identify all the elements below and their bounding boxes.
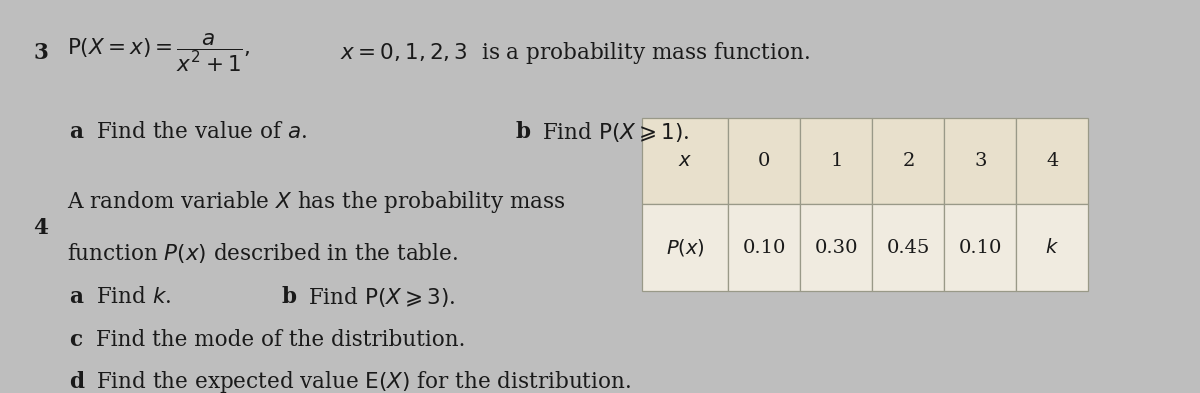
Text: a: a bbox=[70, 121, 84, 143]
Text: Find $k$.: Find $k$. bbox=[96, 286, 172, 308]
Text: 0.10: 0.10 bbox=[959, 239, 1002, 257]
Text: 4: 4 bbox=[34, 217, 48, 239]
Text: Find $\mathrm{P}(X \geqslant 1)$.: Find $\mathrm{P}(X \geqslant 1)$. bbox=[542, 119, 690, 144]
Text: 0: 0 bbox=[758, 152, 770, 170]
Text: a: a bbox=[70, 286, 84, 308]
FancyBboxPatch shape bbox=[1016, 204, 1088, 291]
FancyBboxPatch shape bbox=[728, 118, 800, 204]
Text: function $P(x)$ described in the table.: function $P(x)$ described in the table. bbox=[67, 241, 458, 266]
Text: Find $\mathrm{P}(X \geqslant 3)$.: Find $\mathrm{P}(X \geqslant 3)$. bbox=[308, 285, 456, 309]
Text: Find the value of $a$.: Find the value of $a$. bbox=[96, 121, 307, 143]
FancyBboxPatch shape bbox=[728, 204, 800, 291]
FancyBboxPatch shape bbox=[944, 118, 1016, 204]
FancyBboxPatch shape bbox=[1016, 118, 1088, 204]
Text: $x$: $x$ bbox=[678, 152, 692, 170]
Text: 1: 1 bbox=[830, 152, 842, 170]
FancyBboxPatch shape bbox=[800, 204, 872, 291]
FancyBboxPatch shape bbox=[642, 118, 728, 204]
Text: $x = 0, 1, 2, 3$  is a probability mass function.: $x = 0, 1, 2, 3$ is a probability mass f… bbox=[340, 40, 810, 66]
FancyBboxPatch shape bbox=[944, 204, 1016, 291]
Text: 0.45: 0.45 bbox=[887, 239, 930, 257]
Text: d: d bbox=[70, 371, 84, 393]
Text: 2: 2 bbox=[902, 152, 914, 170]
Text: Find the expected value $\mathrm{E}(X)$ for the distribution.: Find the expected value $\mathrm{E}(X)$ … bbox=[96, 369, 631, 393]
FancyBboxPatch shape bbox=[872, 204, 944, 291]
Text: $k$: $k$ bbox=[1045, 238, 1060, 257]
Text: 3: 3 bbox=[974, 152, 986, 170]
FancyBboxPatch shape bbox=[800, 118, 872, 204]
Text: b: b bbox=[282, 286, 298, 308]
FancyBboxPatch shape bbox=[642, 204, 728, 291]
Text: $\mathrm{P}(X = x) = \dfrac{a}{x^2+1},$: $\mathrm{P}(X = x) = \dfrac{a}{x^2+1},$ bbox=[67, 32, 251, 74]
Text: b: b bbox=[516, 121, 530, 143]
FancyBboxPatch shape bbox=[872, 118, 944, 204]
Text: 0.30: 0.30 bbox=[815, 239, 858, 257]
Text: Find the mode of the distribution.: Find the mode of the distribution. bbox=[96, 329, 466, 351]
Text: $P(x)$: $P(x)$ bbox=[666, 237, 704, 258]
Text: 0.10: 0.10 bbox=[743, 239, 786, 257]
Text: c: c bbox=[70, 329, 83, 351]
Text: A random variable $X$ has the probability mass: A random variable $X$ has the probabilit… bbox=[67, 189, 565, 215]
Text: 3: 3 bbox=[34, 42, 48, 64]
Text: 4: 4 bbox=[1046, 152, 1058, 170]
